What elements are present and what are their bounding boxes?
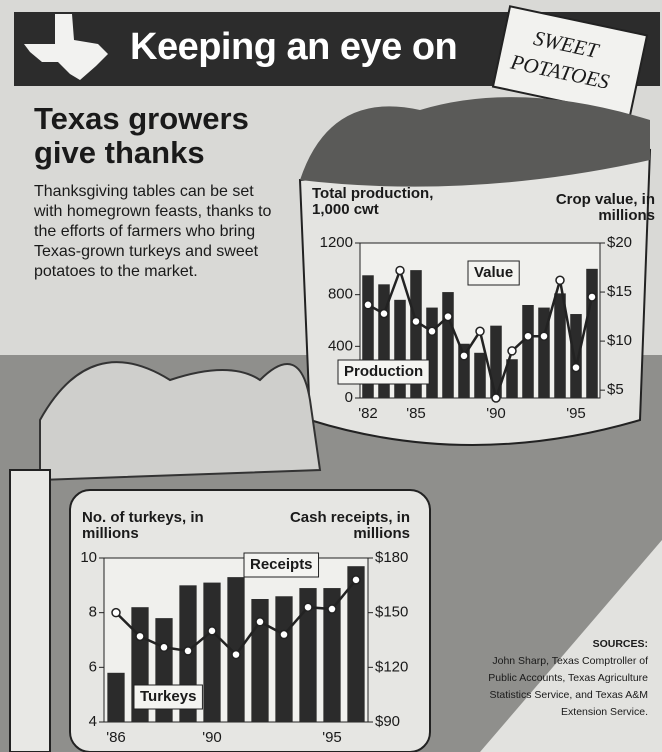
bar	[347, 566, 364, 722]
y2-tick-label: $5	[607, 381, 624, 398]
value-point	[572, 364, 580, 372]
value-point	[492, 394, 500, 402]
value-point	[396, 266, 404, 274]
value-point	[476, 327, 484, 335]
y2-tick-label: $150	[375, 604, 408, 621]
value-point	[184, 647, 192, 655]
value-point	[524, 332, 532, 340]
y-tick-label: 10	[80, 549, 97, 566]
bar	[107, 673, 124, 722]
y-axis-title: No. of turkeys, in millions	[82, 510, 232, 542]
sources-label: SOURCES:	[463, 636, 648, 653]
value-point	[588, 293, 596, 301]
sources: SOURCES: John Sharp, Texas Comptroller o…	[463, 636, 648, 721]
sources-text: John Sharp, Texas Comptroller of Public …	[463, 653, 648, 721]
x-tick-label: '90	[486, 405, 506, 422]
value-point	[256, 618, 264, 626]
x-tick-label: '90	[202, 729, 222, 746]
value-point	[208, 627, 216, 635]
series-label: Production	[344, 363, 423, 380]
value-point	[160, 643, 168, 651]
header-title: Keeping an eye on	[130, 26, 457, 69]
y2-axis-title: Cash receipts, in millions	[270, 510, 410, 542]
value-point	[460, 352, 468, 360]
value-point	[428, 327, 436, 335]
value-point	[280, 631, 288, 639]
value-point	[352, 576, 360, 584]
x-tick-label: '82	[358, 405, 378, 422]
y2-tick-label: $20	[607, 234, 632, 251]
bar	[474, 353, 486, 398]
bar	[275, 596, 292, 722]
y-tick-label: 0	[345, 389, 353, 406]
value-point	[444, 313, 452, 321]
y-tick-label: 6	[89, 658, 97, 675]
y-tick-label: 4	[89, 713, 97, 730]
bar	[203, 583, 220, 722]
turkey	[40, 362, 320, 480]
y2-tick-label: $120	[375, 658, 408, 675]
y2-tick-label: $180	[375, 549, 408, 566]
headline: Texas growers give thanks	[34, 102, 284, 170]
value-point	[136, 632, 144, 640]
x-tick-label: '86	[106, 729, 126, 746]
bar	[570, 314, 582, 398]
y2-tick-label: $90	[375, 713, 400, 730]
series-label: Receipts	[250, 556, 313, 573]
value-point	[508, 347, 516, 355]
bar	[442, 292, 454, 398]
x-tick-label: '85	[406, 405, 426, 422]
x-tick-label: '95	[566, 405, 586, 422]
y-tick-label: 800	[328, 286, 353, 303]
series-label: Value	[474, 264, 513, 281]
y2-tick-label: $10	[607, 332, 632, 349]
value-point	[364, 301, 372, 309]
x-tick-label: '95	[322, 729, 342, 746]
y2-axis-title: Crop value, in millions	[545, 192, 655, 224]
story-body: Thanksgiving tables can be set with home…	[34, 182, 274, 282]
y-tick-label: 8	[89, 604, 97, 621]
value-point	[412, 317, 420, 325]
value-point	[556, 276, 564, 284]
series-label: Turkeys	[140, 688, 196, 705]
bar	[522, 305, 534, 398]
value-point	[232, 651, 240, 659]
value-point	[328, 605, 336, 613]
y-tick-label: 400	[328, 337, 353, 354]
bar	[586, 269, 598, 398]
page: 0 400 800 1200 $5 $10 $15 $20 '82 '85 '90 '95 Produc…	[0, 0, 662, 752]
value-point	[540, 332, 548, 340]
value-point	[380, 310, 388, 318]
y2-tick-label: $15	[607, 283, 632, 300]
value-point	[304, 603, 312, 611]
y-axis-title: Total production, 1,000 cwt	[312, 186, 452, 218]
y-tick-label: 1200	[320, 234, 353, 251]
fence-post	[10, 470, 50, 752]
value-point	[112, 609, 120, 617]
